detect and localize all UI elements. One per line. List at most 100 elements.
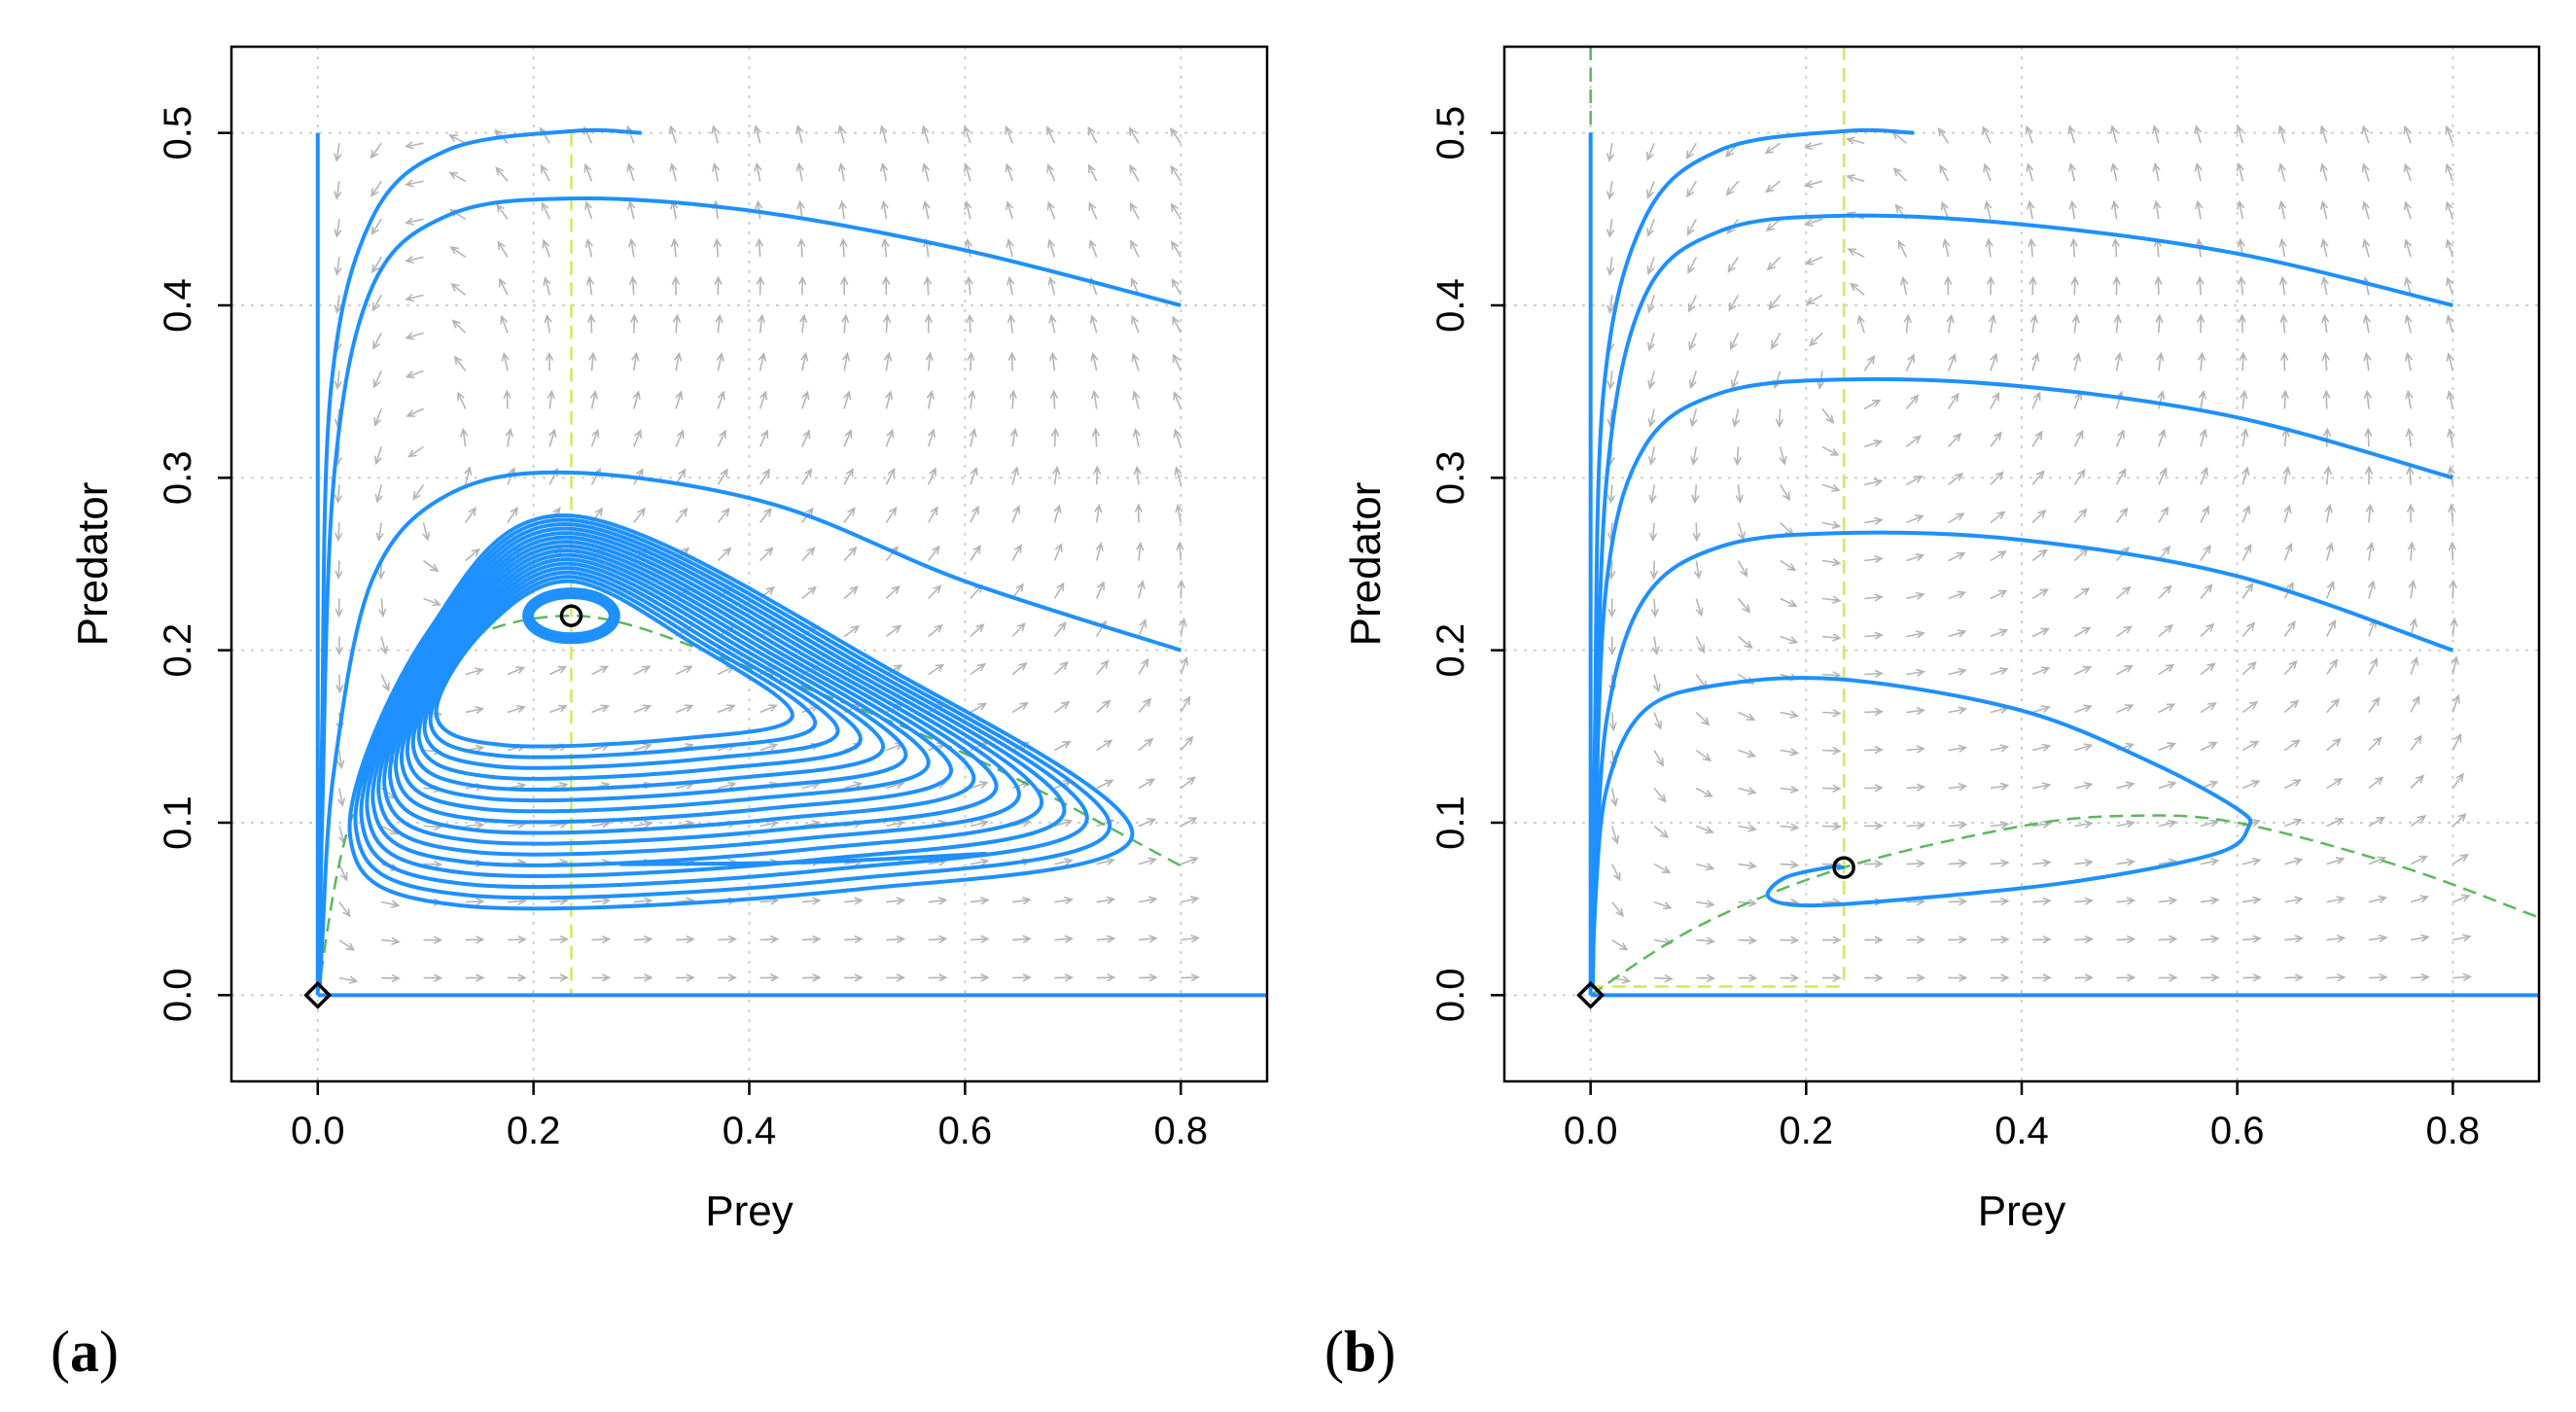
vector-arrow (2326, 697, 2341, 714)
vector-arrow (1780, 935, 1800, 945)
vector-arrow (1180, 776, 1196, 790)
vector-arrow (885, 390, 894, 409)
vector-arrow (2325, 618, 2337, 637)
vector-arrow (1906, 859, 1926, 868)
vector-arrow (540, 163, 551, 182)
vector-arrow (1905, 435, 1923, 448)
vector-arrow (1803, 141, 1823, 151)
vector-arrow (1609, 788, 1619, 808)
vector-arrow (800, 352, 809, 371)
vector-arrow (1646, 219, 1655, 237)
vector-arrow (2446, 276, 2454, 296)
vector-arrow (922, 199, 931, 220)
vector-arrow (465, 821, 485, 830)
vector-arrow (675, 704, 694, 714)
vector-arrow (1990, 391, 2000, 409)
vector-arrow (1010, 466, 1020, 485)
vector-arrow (2411, 972, 2430, 982)
vector-arrow (1733, 446, 1742, 467)
vector-arrow (753, 124, 761, 144)
vector-arrow (1170, 164, 1182, 182)
vector-arrow (460, 427, 469, 447)
vector-arrow (1049, 389, 1059, 409)
vector-arrow (1766, 256, 1782, 271)
vector-arrow (1138, 657, 1149, 675)
x-tick-label: 0.8 (2426, 1110, 2481, 1152)
vector-arrow (1693, 560, 1703, 580)
vector-arrow (1611, 864, 1621, 882)
vector-arrow (1689, 408, 1698, 428)
vector-arrow (2196, 275, 2205, 296)
vector-arrow (1695, 598, 1704, 618)
vector-arrow (970, 544, 981, 561)
vector-arrow (928, 545, 940, 561)
vector-arrow (1181, 935, 1200, 943)
vector-arrow (2026, 162, 2034, 182)
vector-arrow (465, 897, 485, 906)
vector-arrow (921, 124, 930, 144)
limit-cycle-loop (434, 579, 794, 749)
vector-arrow (1173, 390, 1182, 409)
vector-arrow (711, 124, 720, 144)
vector-arrow (2405, 389, 2414, 409)
vector-arrow (2156, 351, 2165, 371)
vector-arrow (1133, 465, 1142, 485)
vector-arrow (423, 597, 442, 607)
vector-arrow (1686, 218, 1698, 236)
vector-arrow (1046, 200, 1056, 220)
vector-arrow (1129, 201, 1140, 220)
panel-label: (a) (51, 1320, 119, 1384)
vector-arrow (371, 218, 382, 236)
grid (1504, 47, 2539, 1081)
vector-arrow (2031, 509, 2047, 523)
vector-arrow (1611, 938, 1629, 951)
vector-arrow (2403, 124, 2412, 144)
vector-arrow (1011, 622, 1026, 638)
vector-arrow (381, 936, 401, 945)
vector-arrow (1006, 200, 1014, 220)
vector-arrow (2242, 857, 2262, 866)
vector-arrow (1780, 635, 1799, 645)
vector-arrow (2032, 897, 2052, 905)
vector-arrow (1696, 973, 1716, 983)
vector-arrow (2362, 313, 2372, 334)
vector-arrow (2451, 655, 2459, 675)
vector-arrow (921, 162, 931, 182)
vector-arrow (2279, 313, 2288, 334)
vector-arrow (1985, 237, 1994, 258)
vector-arrow (371, 295, 382, 312)
vector-arrow (1948, 973, 1968, 982)
vector-arrow (334, 257, 342, 277)
limit-cycle-loop (410, 561, 886, 793)
vector-arrow (633, 935, 653, 944)
vector-arrow (1646, 181, 1655, 199)
vector-arrow (1906, 630, 1925, 639)
vector-arrow (2278, 237, 2287, 258)
vector-arrow (2116, 704, 2135, 714)
vector-arrow (1006, 313, 1016, 334)
vector-arrow (1179, 618, 1187, 637)
vector-arrow (334, 484, 343, 505)
vector-arrow (2158, 584, 2172, 600)
vector-arrow (2280, 389, 2290, 409)
vector-arrow (1695, 636, 1706, 654)
vector-arrow (1181, 856, 1199, 865)
vector-arrow (2283, 699, 2300, 714)
vector-arrow (1054, 700, 1071, 714)
y-tick-label: 0.1 (1429, 795, 1472, 850)
vector-arrow (970, 702, 988, 714)
vector-arrow (1695, 787, 1713, 797)
vector-arrow (2410, 895, 2430, 903)
vector-arrow (759, 468, 770, 485)
vector-arrow (2158, 428, 2167, 447)
vector-arrow (966, 313, 974, 334)
vector-arrow (718, 781, 737, 790)
vector-arrow (2448, 541, 2457, 561)
vector-arrow (633, 429, 642, 447)
vector-arrow (1053, 582, 1065, 599)
y-tick-label: 0.2 (1429, 623, 1472, 678)
vector-arrow (2445, 124, 2454, 144)
vector-arrow (759, 935, 780, 944)
vector-arrow (334, 143, 342, 162)
vector-arrow (718, 973, 738, 982)
